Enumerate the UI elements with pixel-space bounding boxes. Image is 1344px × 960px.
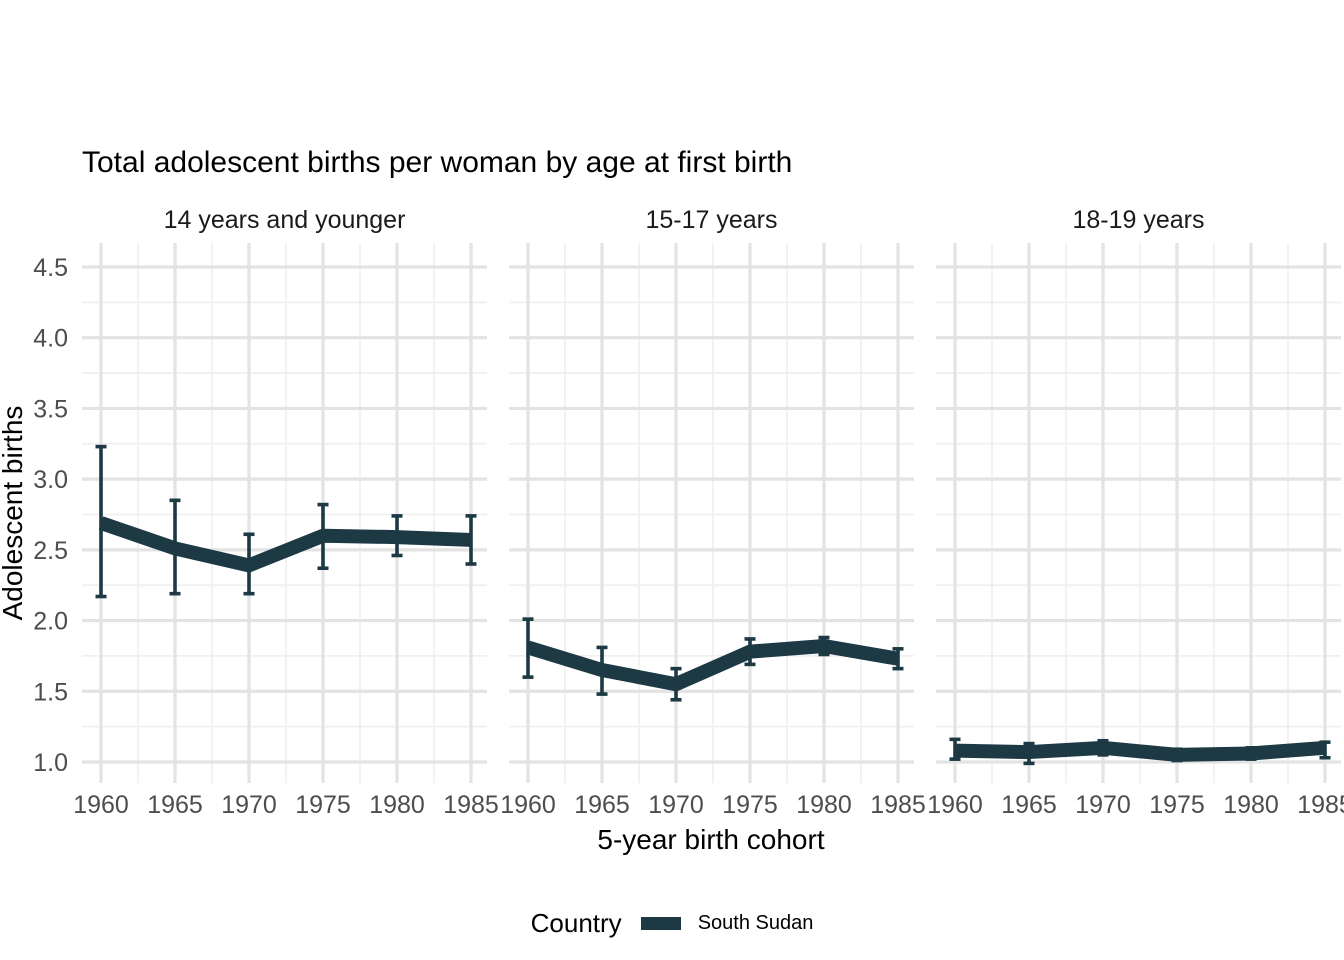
series-line-south-sudan <box>954 740 1326 762</box>
facet-label-14-years-and-younger: 14 years and younger <box>163 206 406 234</box>
y-tick-label: 2.5 <box>33 537 68 565</box>
x-tick-label: 1965 <box>574 791 630 819</box>
y-tick-label: 1.0 <box>33 749 68 777</box>
legend-title: Country <box>530 907 622 938</box>
x-tick-label: 1980 <box>1223 791 1279 819</box>
y-tick-label: 3.5 <box>33 395 68 423</box>
legend-line-swatch <box>640 916 681 930</box>
x-tick-label: 1985 <box>1297 791 1344 819</box>
series-line-south-sudan <box>98 516 472 573</box>
x-tick-label: 1970 <box>648 791 704 819</box>
x-tick-label: 1965 <box>147 791 203 819</box>
y-tick-label: 4.5 <box>33 254 68 282</box>
y-tick-label: 1.5 <box>33 678 68 706</box>
chart-title: Total adolescent births per woman by age… <box>82 146 793 179</box>
series-line-south-sudan <box>525 639 900 692</box>
x-tick-label: 1985 <box>443 791 499 819</box>
x-tick-label: 1975 <box>722 791 778 819</box>
legend: Country South Sudan <box>0 905 1344 941</box>
x-tick-label: 1980 <box>796 791 852 819</box>
x-axis-title: 5-year birth cohort <box>597 824 825 855</box>
x-tick-label: 1985 <box>870 791 926 819</box>
x-tick-label: 1970 <box>221 791 277 819</box>
y-axis-title: Adolescent births <box>0 405 28 621</box>
x-tick-label: 1960 <box>500 791 556 819</box>
y-tick-label: 2.0 <box>33 608 68 636</box>
x-tick-label: 1960 <box>927 791 983 819</box>
x-tick-label: 1965 <box>1001 791 1057 819</box>
legend-entry-label: South Sudan <box>697 911 814 934</box>
x-tick-label: 1960 <box>73 791 129 819</box>
facet-label-15-17-years: 15-17 years <box>645 206 778 234</box>
y-tick-label: 4.0 <box>33 325 68 353</box>
x-tick-label: 1975 <box>1149 791 1205 819</box>
facet-label-18-19-years: 18-19 years <box>1072 206 1205 234</box>
y-tick-label: 3.0 <box>33 466 68 494</box>
x-tick-label: 1975 <box>295 791 351 819</box>
x-tick-label: 1980 <box>369 791 425 819</box>
x-tick-label: 1970 <box>1075 791 1131 819</box>
